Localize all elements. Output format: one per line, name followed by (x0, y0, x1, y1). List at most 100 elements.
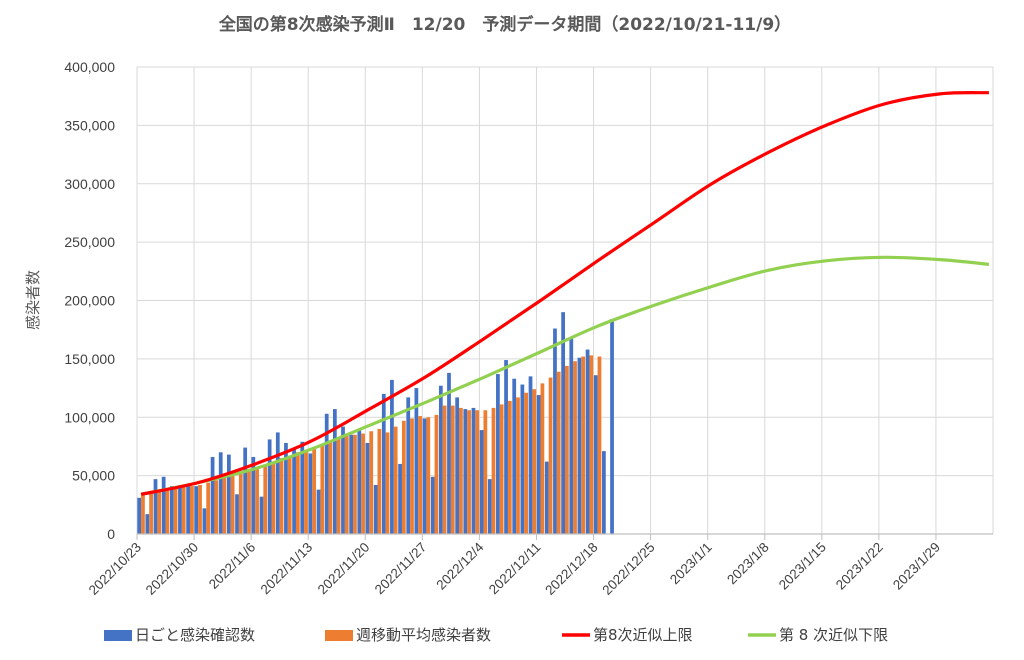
weekly-avg-bar (173, 488, 178, 534)
daily-bar (479, 430, 484, 534)
weekly-avg-bar (198, 484, 202, 534)
weekly-avg-bar (450, 405, 455, 534)
daily-bar (512, 378, 517, 534)
daily-bar (496, 374, 500, 534)
weekly-avg-bar (328, 441, 333, 534)
daily-bar (145, 514, 150, 534)
daily-bar (569, 337, 574, 534)
daily-bar (414, 388, 419, 534)
x-tick-label: 2023/1/15 (776, 540, 829, 593)
weekly-avg-bar (353, 434, 357, 534)
lines (140, 91, 990, 496)
weekly-avg-bar (556, 371, 561, 534)
weekly-avg-bar (320, 445, 325, 534)
daily-bar (536, 395, 541, 534)
legend-swatch (325, 630, 353, 641)
daily-bar (227, 454, 231, 534)
weekly-avg-bar (401, 420, 406, 534)
daily-bar (332, 409, 337, 534)
weekly-avg-bar (165, 489, 170, 534)
weekly-avg-bar (410, 418, 414, 534)
daily-bar (471, 407, 476, 534)
daily-bar (292, 448, 296, 534)
weekly-avg-bar (385, 432, 390, 534)
daily-bar (577, 357, 582, 534)
weekly-avg-bar (287, 455, 292, 534)
weekly-avg-bar (295, 452, 300, 534)
daily-bar (544, 461, 549, 534)
legend-label: 第8次近似上限 (593, 626, 693, 644)
weekly-avg-bar (369, 431, 374, 534)
weekly-avg-bar (442, 405, 447, 534)
x-tick-label: 2022/12/4 (433, 539, 486, 592)
daily-bar (504, 360, 508, 534)
daily-bar (390, 379, 394, 534)
weekly-avg-bar (516, 397, 520, 534)
x-tick-label: 2023/1/22 (833, 540, 886, 593)
weekly-avg-bar (483, 410, 488, 534)
weekly-avg-bar (426, 417, 431, 534)
y-tick-label: 400,000 (64, 59, 115, 75)
daily-bar (202, 508, 207, 534)
y-tick-label: 150,000 (64, 351, 115, 367)
y-tick-label: 0 (107, 526, 115, 542)
weekly-avg-bar (336, 438, 341, 534)
weekly-avg-bar (181, 487, 186, 534)
x-tick-label: 2022/11/20 (315, 540, 373, 598)
weekly-avg-bar (540, 383, 545, 534)
daily-bar (447, 372, 451, 534)
daily-bar (365, 442, 370, 534)
weekly-avg-bar (377, 428, 382, 534)
daily-bar (430, 476, 435, 534)
daily-bar (275, 432, 280, 534)
daily-bar (316, 489, 321, 534)
weekly-avg-bar (573, 361, 577, 534)
weekly-avg-bar (312, 447, 317, 534)
weekly-avg-bar (230, 475, 235, 534)
weekly-avg-bar (532, 389, 537, 534)
legend: 日ごと感染確認数 週移動平均感染者数 第8次近似上限 第 8 次近似下限 (104, 626, 888, 644)
daily-bar (528, 376, 533, 534)
weekly-avg-bar (524, 392, 528, 534)
x-tick-label: 2022/10/30 (143, 540, 201, 598)
y-axis-ticks: 0 50,000 100,000 150,000 200,000 250,000 300,0… (64, 59, 115, 542)
y-tick-label: 250,000 (64, 234, 115, 250)
weekly-avg-bar (491, 407, 496, 534)
x-tick-label: 2022/12/18 (542, 540, 600, 598)
daily-bar (218, 452, 223, 534)
weekly-avg-bar (507, 400, 512, 534)
daily-bar (610, 319, 614, 534)
daily-bar (463, 409, 468, 534)
daily-bar (520, 384, 525, 534)
bars (137, 312, 614, 534)
weekly-avg-bar (189, 486, 194, 534)
weekly-avg-bar (271, 461, 276, 534)
weekly-avg-bar (214, 480, 219, 534)
daily-bar (553, 328, 557, 534)
y-axis-label: 感染者数 (24, 270, 42, 330)
daily-bar (137, 497, 142, 534)
legend-swatch (104, 630, 132, 641)
weekly-avg-bar (597, 356, 602, 534)
legend-label: 第 8 次近似下限 (779, 626, 888, 644)
x-tick-label: 2023/1/1 (667, 540, 715, 588)
weekly-avg-bar (279, 458, 284, 534)
daily-bar (284, 442, 288, 534)
daily-bar (398, 463, 402, 534)
y-tick-label: 350,000 (64, 117, 115, 133)
y-tick-label: 300,000 (64, 176, 115, 192)
x-tick-label: 2022/11/13 (258, 540, 316, 598)
daily-bar (438, 385, 443, 534)
daily-bar (251, 456, 256, 534)
daily-bar (349, 434, 354, 534)
weekly-avg-bar (141, 493, 145, 534)
daily-bar (243, 447, 248, 534)
weekly-avg-bar (361, 433, 365, 534)
x-tick-label: 2022/11/6 (206, 540, 258, 592)
daily-bar (210, 456, 215, 534)
x-tick-label: 2022/12/25 (599, 540, 657, 598)
x-tick-label: 2022/11/27 (372, 540, 430, 598)
weekly-avg-bar (467, 410, 471, 534)
weekly-avg-bar (247, 470, 251, 534)
